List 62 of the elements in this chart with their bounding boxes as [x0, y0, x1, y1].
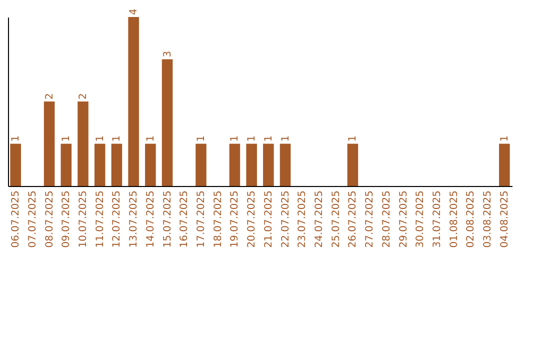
x-tick-label: 10.07.2025: [78, 190, 90, 248]
bar: [145, 144, 156, 186]
x-tick-label: 09.07.2025: [61, 190, 72, 248]
x-tick-label: 06.07.2025: [10, 190, 22, 248]
x-tick-label: 03.08.2025: [482, 190, 494, 248]
data-label: 1: [112, 135, 123, 142]
x-tick-label: 07.07.2025: [27, 190, 38, 248]
x-tick-label: 14.07.2025: [145, 190, 156, 248]
bar: [44, 102, 55, 186]
bar: [263, 144, 274, 186]
data-label: 1: [280, 135, 292, 142]
bar: [111, 144, 122, 186]
x-tick-label: 25.07.2025: [330, 190, 342, 248]
x-tick-label: 22.07.2025: [280, 190, 292, 248]
data-label: 3: [162, 50, 174, 58]
x-tick-label: 17.07.2025: [196, 190, 208, 248]
bar: [229, 144, 240, 186]
x-tick-label: 20.07.2025: [246, 190, 258, 248]
bar: [347, 144, 358, 186]
x-tick-label: 11.07.2025: [94, 190, 106, 248]
x-tick-label: 16.07.2025: [179, 190, 190, 248]
bar: [499, 144, 510, 186]
x-tick-label: 27.07.2025: [364, 190, 376, 248]
bar: [78, 102, 88, 186]
x-tick-label: 02.08.2025: [466, 190, 477, 248]
bar: [162, 59, 173, 186]
data-label: 1: [499, 135, 510, 142]
x-tick-label: 26.07.2025: [348, 190, 359, 248]
x-tick-label: 18.07.2025: [212, 190, 224, 248]
data-label: 1: [230, 135, 241, 142]
x-tick-label: 04.08.2025: [499, 190, 510, 248]
data-label: 1: [196, 135, 208, 142]
data-label: 2: [44, 93, 56, 100]
x-tick-label: 12.07.2025: [112, 190, 123, 248]
x-tick-label: 30.07.2025: [415, 190, 426, 248]
x-tick-label: 31.07.2025: [432, 190, 443, 248]
data-label: 1: [94, 135, 106, 142]
x-tick-label: 19.07.2025: [230, 190, 241, 248]
data-label: 1: [263, 135, 274, 142]
bar: [280, 144, 291, 186]
bar: [246, 144, 257, 186]
x-tick-label: 24.07.2025: [314, 190, 325, 248]
bar: [94, 144, 106, 186]
x-tick-label: 28.07.2025: [381, 190, 392, 248]
data-label: 1: [246, 135, 258, 142]
data-label: 2: [78, 93, 90, 100]
data-label: 1: [145, 135, 156, 142]
data-label: 1: [10, 135, 22, 142]
data-label: 1: [348, 135, 359, 142]
bar: [10, 144, 21, 186]
x-tick-label: 08.07.2025: [44, 190, 56, 248]
x-tick-label: 23.07.2025: [297, 190, 308, 248]
x-tick-label: 21.07.2025: [263, 190, 274, 248]
bar: [196, 144, 206, 186]
x-tick-label: 01.08.2025: [448, 190, 460, 248]
bar: [60, 144, 72, 186]
data-label: 4: [128, 8, 140, 15]
data-label: 1: [61, 135, 72, 142]
x-tick-label: 13.07.2025: [128, 190, 140, 248]
x-tick-label: 29.07.2025: [398, 190, 410, 248]
x-tick-label: 15.07.2025: [162, 190, 174, 248]
bar: [128, 17, 139, 186]
